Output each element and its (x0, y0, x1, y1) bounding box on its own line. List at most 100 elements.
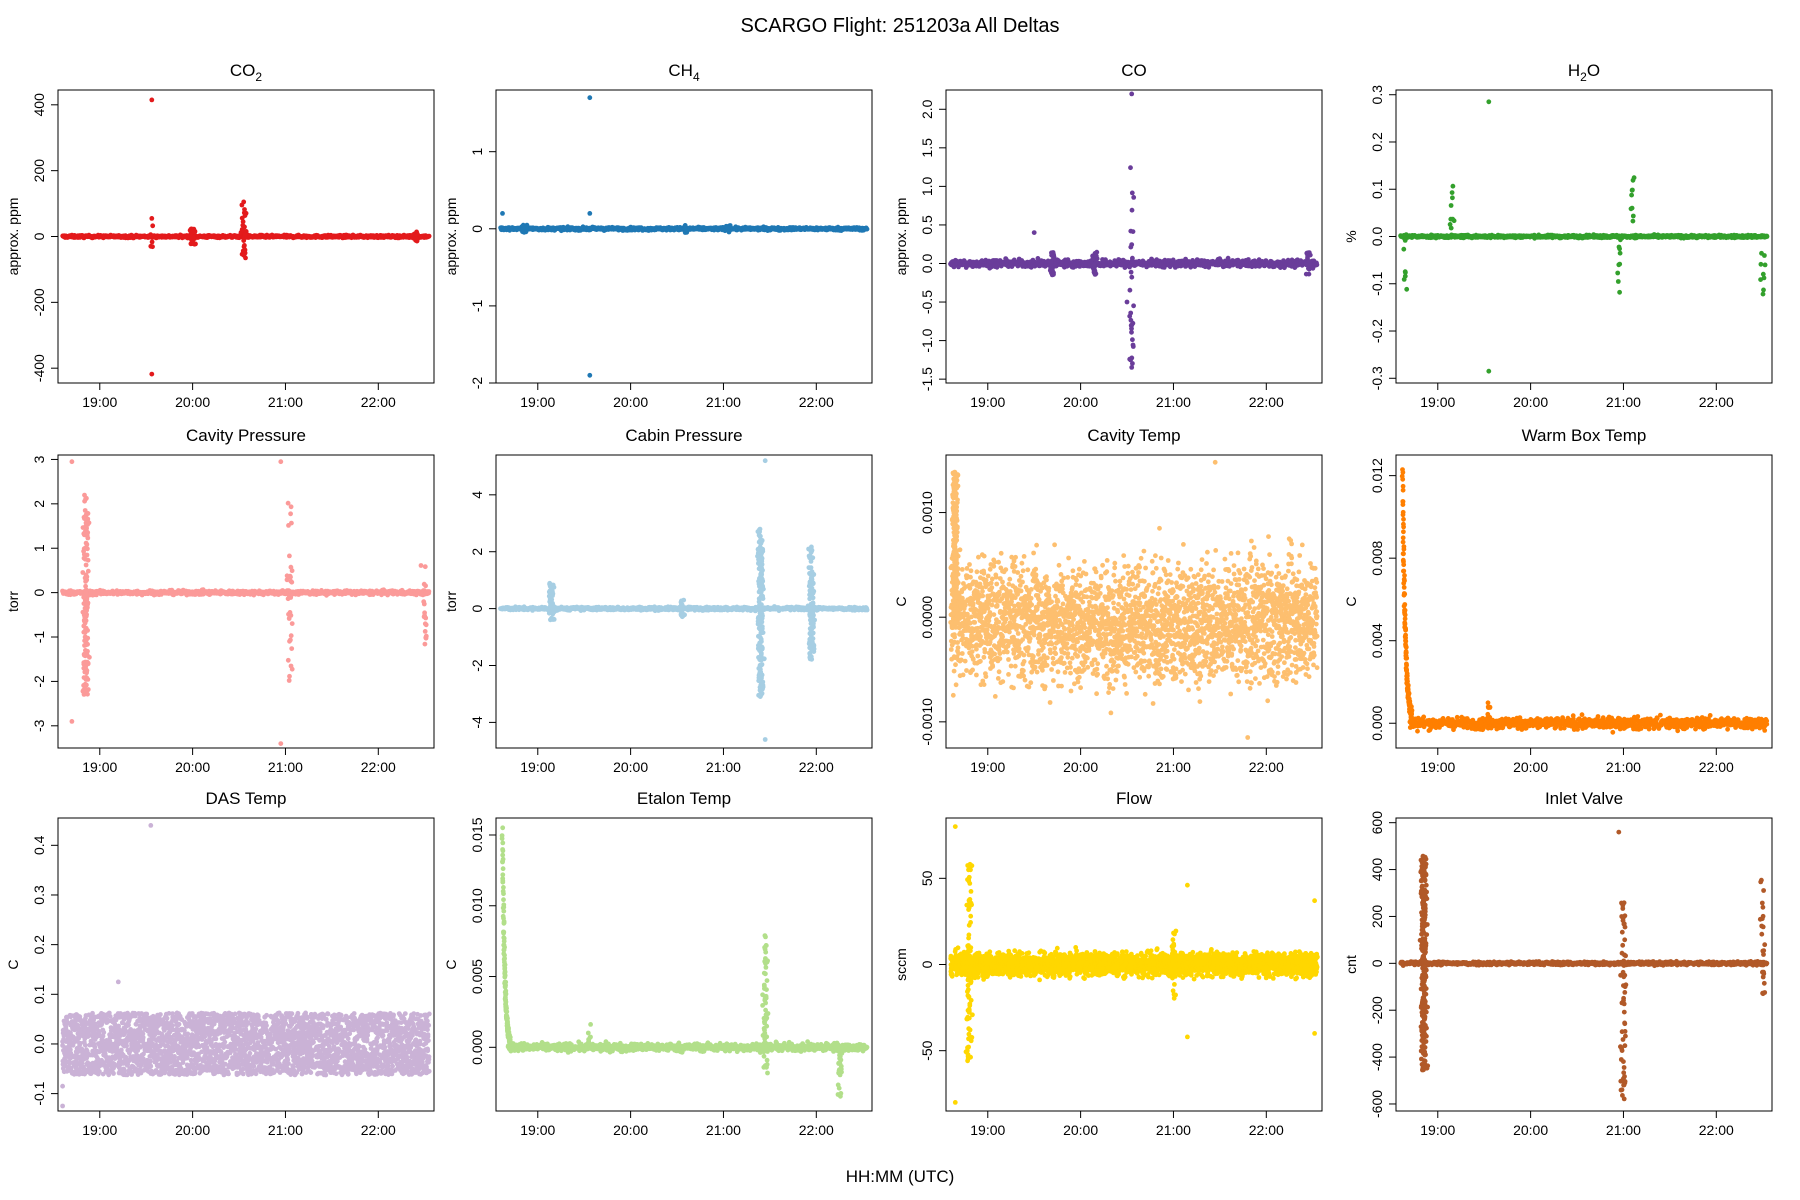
y-tick-label: 200 (31, 159, 47, 183)
x-tick-label: 22:00 (799, 394, 834, 410)
y-tick-label: -2 (469, 377, 485, 390)
y-axis-label: approx. ppm (443, 198, 459, 276)
x-tick-label: 20:00 (175, 394, 210, 410)
data-point (1617, 289, 1622, 295)
y-tick-label: 0.0 (919, 254, 935, 274)
data-point (1129, 329, 1134, 335)
data-point (1760, 291, 1766, 297)
data-point (1629, 192, 1634, 198)
data-point (725, 226, 731, 231)
data-point (1402, 269, 1408, 275)
y-tick-label: -1 (469, 299, 485, 312)
outlier-point (587, 95, 593, 101)
y-tick-label: 0.5 (919, 215, 935, 235)
figure-title: SCARGO Flight: 251203a All Deltas (740, 15, 1059, 37)
data-point (1128, 269, 1134, 275)
data-point (240, 219, 246, 225)
data-point (1451, 218, 1457, 224)
y-tick-label: 2.0 (919, 99, 935, 119)
data-points (60, 459, 432, 746)
data-point (1051, 272, 1056, 277)
x-tick-label: 22:00 (1699, 394, 1734, 410)
data-point (1128, 165, 1133, 171)
panel-title-main: CH (668, 61, 693, 80)
data-point (1130, 342, 1136, 348)
y-axis-label: approx. ppm (893, 198, 909, 276)
y-tick-label: -0.2 (1369, 319, 1385, 343)
outlier-point (1486, 99, 1492, 105)
x-tick-label: 22:00 (1249, 394, 1284, 410)
x-tick-label: 20:00 (613, 394, 648, 410)
data-point (1758, 261, 1764, 267)
data-point (85, 557, 91, 563)
data-point (1303, 271, 1309, 277)
data-point (1130, 337, 1135, 343)
data-point (1762, 253, 1767, 258)
data-point (1630, 187, 1635, 193)
x-tick-label: 21:00 (268, 394, 303, 410)
data-points (1398, 99, 1770, 374)
data-point (1616, 244, 1622, 250)
data-point (1630, 218, 1636, 224)
data-point (1129, 207, 1135, 213)
y-tick-label: -0.1 (1369, 271, 1385, 295)
y-tick-label: 400 (31, 93, 47, 117)
data-point (1049, 250, 1054, 256)
y-tick-label: 1.0 (919, 176, 935, 196)
data-point (1307, 263, 1312, 268)
x-tick-label: 20:00 (1063, 394, 1098, 410)
data-point (1305, 250, 1311, 256)
x-tick-label: 21:00 (706, 394, 741, 410)
outlier-point (149, 97, 155, 103)
data-point (1130, 255, 1135, 261)
data-point (1629, 205, 1635, 211)
x-tick-label: 19:00 (970, 394, 1005, 410)
outlier-point (1486, 368, 1492, 374)
data-point (413, 236, 419, 242)
x-tick-label: 19:00 (1420, 394, 1455, 410)
data-point (1127, 264, 1132, 270)
data-point (1617, 261, 1623, 267)
data-point (1093, 253, 1099, 259)
data-point (1630, 213, 1636, 219)
data-point (242, 224, 247, 230)
data-point (1048, 264, 1054, 270)
panel-title: Cavity Pressure (186, 426, 306, 445)
data-point (1761, 275, 1767, 281)
y-tick-label: -0.3 (1369, 366, 1385, 390)
panel-title-subscript: 2 (255, 70, 262, 84)
panel-title: H2O (1568, 61, 1600, 84)
data-point (519, 227, 525, 233)
outlier-point (587, 372, 593, 378)
y-tick-label: 0 (31, 232, 47, 240)
data-point (1129, 274, 1135, 280)
x-tick-label: 19:00 (82, 394, 117, 410)
data-point (242, 243, 247, 248)
outlier-point (243, 255, 248, 261)
data-point (1617, 250, 1623, 256)
outlier-point (149, 371, 155, 377)
outlier-point (587, 211, 593, 216)
y-tick-label: 1 (469, 148, 485, 156)
data-points (60, 97, 432, 377)
data-point (1131, 195, 1137, 200)
data-point (1091, 262, 1097, 268)
data-point (1129, 190, 1135, 196)
data-point (1448, 203, 1454, 208)
panel-title: CO (1121, 61, 1147, 80)
y-tick-label: 0.3 (1369, 85, 1385, 105)
y-tick-label: -0.5 (919, 290, 935, 314)
data-point (149, 239, 155, 245)
data-point (83, 562, 89, 568)
outlier-point (241, 199, 247, 205)
data-point (1404, 286, 1410, 292)
outlier-point (1031, 230, 1037, 236)
data-point (1314, 262, 1320, 268)
x-tick-label: 21:00 (1156, 394, 1191, 410)
outlier-point (1124, 299, 1130, 305)
y-tick-label: 0 (469, 225, 485, 233)
data-point (1615, 270, 1621, 276)
panel-title-subscript: 4 (693, 70, 700, 84)
